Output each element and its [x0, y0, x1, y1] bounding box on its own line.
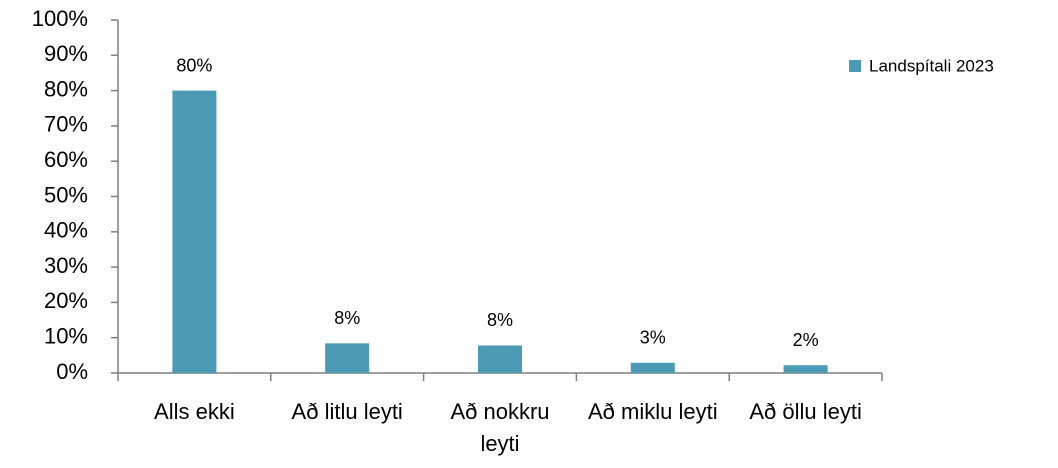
- y-tick-label: 80%: [44, 76, 88, 101]
- y-tick-label: 10%: [44, 324, 88, 349]
- x-tick-label: Að öllu leyti: [749, 399, 862, 424]
- value-label: 8%: [487, 310, 513, 330]
- y-tick-label: 50%: [44, 182, 88, 207]
- y-tick-label: 30%: [44, 253, 88, 278]
- value-label: 3%: [640, 328, 666, 348]
- y-tick-label: 20%: [44, 288, 88, 313]
- bar: [172, 90, 217, 373]
- bar: [783, 365, 828, 373]
- y-tick-label: 90%: [44, 41, 88, 66]
- bar: [478, 345, 522, 373]
- x-tick-label: Að miklu leyti: [588, 399, 718, 424]
- bar: [325, 343, 370, 373]
- x-tick-label: Alls ekki: [154, 399, 235, 424]
- x-tick-label: Að litlu leyti: [292, 399, 403, 424]
- legend-swatch: [849, 60, 861, 72]
- x-tick-label: Að nokkru leyti: [450, 399, 549, 456]
- y-tick-label: 100%: [32, 6, 88, 31]
- bar: [630, 362, 675, 373]
- value-label: 8%: [334, 308, 360, 328]
- value-label: 80%: [176, 55, 212, 75]
- y-tick-label: 40%: [44, 218, 88, 243]
- legend-label: Landspítali 2023: [869, 56, 994, 75]
- y-tick-label: 70%: [44, 112, 88, 137]
- value-label: 2%: [793, 330, 819, 350]
- y-tick-label: 0%: [56, 359, 88, 384]
- y-tick-label: 60%: [44, 147, 88, 172]
